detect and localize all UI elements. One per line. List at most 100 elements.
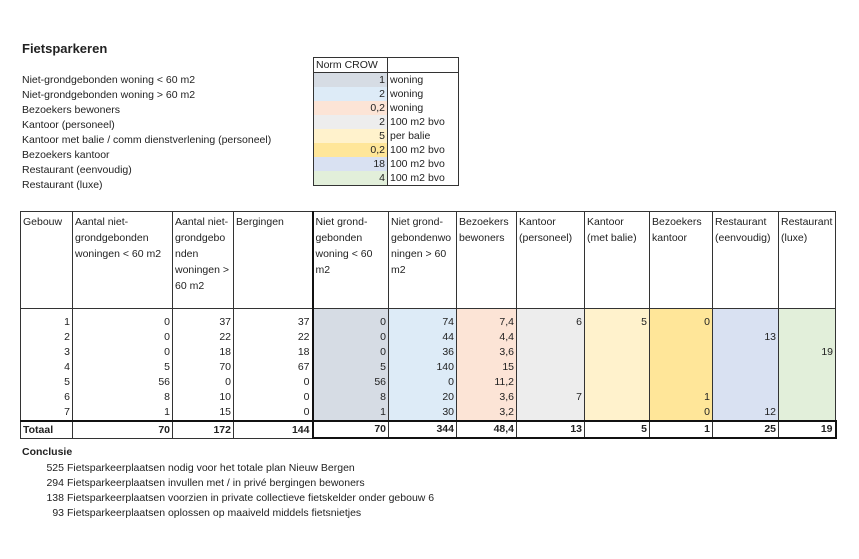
conclusion-value: 138 <box>46 492 64 504</box>
table-cell: 11,2 <box>456 375 517 390</box>
norm-value: 5 <box>313 129 388 143</box>
column-header: Bergingen <box>233 211 313 309</box>
norm-label: Kantoor (personeel) <box>22 119 115 131</box>
table-cell <box>649 375 713 390</box>
table-cell: 7 <box>516 390 585 405</box>
table-cell: 0 <box>72 330 173 345</box>
norm-value: 2 <box>313 115 388 129</box>
table-cell: 5 <box>20 375 73 390</box>
table-cell: 0 <box>72 308 173 330</box>
table-cell: 7 <box>20 405 73 421</box>
conclusion-text: Fietsparkeerplaatsen invullen met / in p… <box>67 477 365 489</box>
conclusion-value: 93 <box>52 507 64 519</box>
table-cell: 67 <box>233 360 313 375</box>
norm-row: 0,2 woning <box>313 101 459 115</box>
norm-row: 5 per balie <box>313 129 459 143</box>
table-cell: 0 <box>649 405 713 421</box>
conclusion-text: Fietsparkeerplaatsen voorzien in private… <box>67 492 435 504</box>
table-cell: 1 <box>311 405 389 421</box>
norm-header: Norm CROW <box>313 57 388 73</box>
norm-value: 1 <box>313 72 388 87</box>
table-cell: 0 <box>649 308 713 330</box>
total-cell: 48,4 <box>456 420 517 439</box>
table-cell <box>516 360 585 375</box>
norm-row: 18 100 m2 bvo <box>313 157 459 171</box>
table-cell <box>778 375 836 390</box>
table-cell: 70 <box>172 360 234 375</box>
table-cell: 20 <box>388 390 457 405</box>
norm-row: 1 woning <box>313 72 459 87</box>
table-cell <box>712 390 779 405</box>
total-cell: 172 <box>172 420 234 439</box>
table-cell: 3,2 <box>456 405 517 421</box>
total-row: Totaal 70 172 144 70 344 48,4 13 5 1 25 19 <box>20 420 837 439</box>
table-cell <box>584 405 650 421</box>
total-cell: 144 <box>233 420 313 439</box>
total-cell: 13 <box>516 420 585 439</box>
conclusion-text: Fietsparkeerplaatsen nodig voor het tota… <box>67 462 355 474</box>
table-cell: 13 <box>712 330 779 345</box>
table-cell <box>712 375 779 390</box>
table-cell: 1 <box>20 308 73 330</box>
table-cell: 0 <box>233 405 313 421</box>
table-cell: 6 <box>20 390 73 405</box>
table-cell: 4,4 <box>456 330 517 345</box>
norm-row: 4 100 m2 bvo <box>313 171 459 186</box>
norm-value: 18 <box>313 157 388 171</box>
total-cell: Totaal <box>20 420 73 439</box>
table-cell: 10 <box>172 390 234 405</box>
table-row: 1 0 37 37 0 74 7,4 6 5 0 <box>20 308 836 330</box>
table-row: 6 8 10 0 8 20 3,6 7 1 <box>20 390 836 405</box>
norm-label: Restaurant (luxe) <box>22 179 103 191</box>
table-cell <box>649 360 713 375</box>
page-title: Fietsparkeren <box>22 41 108 56</box>
conclusion-value: 525 <box>46 462 64 474</box>
table-cell: 18 <box>172 345 234 360</box>
table-cell: 15 <box>172 405 234 421</box>
table-cell: 0 <box>311 345 389 360</box>
total-cell: 5 <box>584 420 650 439</box>
table-row: 3 0 18 18 0 36 3,6 19 <box>20 345 836 360</box>
table-cell: 0 <box>311 330 389 345</box>
column-header: Aantal niet-grondgebonden woningen < 60 … <box>72 211 173 309</box>
table-cell: 3,6 <box>456 345 517 360</box>
table-cell: 19 <box>778 345 836 360</box>
table-cell <box>712 360 779 375</box>
table-cell <box>516 345 585 360</box>
table-cell <box>778 360 836 375</box>
table-cell: 5 <box>72 360 173 375</box>
table-cell: 0 <box>388 375 457 390</box>
table-cell: 6 <box>516 308 585 330</box>
table-cell: 36 <box>388 345 457 360</box>
norm-row: 2 woning <box>313 87 459 101</box>
norm-crow-table: Norm CROW 1 woning 2 woning 0,2 woning 2 100 m2 … <box>313 57 459 186</box>
table-cell: 3 <box>20 345 73 360</box>
column-header: Restaurant (eenvoudig) <box>712 211 779 309</box>
table-cell: 0 <box>311 308 389 330</box>
column-header: Bezoekers bewoners <box>456 211 517 309</box>
total-cell: 25 <box>712 420 779 439</box>
table-cell: 5 <box>311 360 389 375</box>
table-cell: 5 <box>584 308 650 330</box>
total-cell: 19 <box>778 420 837 439</box>
norm-label: Bezoekers kantoor <box>22 149 110 161</box>
norm-unit: woning <box>387 87 459 101</box>
table-cell: 0 <box>72 345 173 360</box>
table-cell <box>649 345 713 360</box>
table-cell: 8 <box>311 390 389 405</box>
table-cell: 56 <box>311 375 389 390</box>
table-cell: 37 <box>233 308 313 330</box>
table-cell: 12 <box>712 405 779 421</box>
table-cell: 30 <box>388 405 457 421</box>
table-row: 2 0 22 22 0 44 4,4 13 <box>20 330 836 345</box>
column-header: Aantal niet-grondgebo nden woningen > 60… <box>172 211 234 309</box>
table-cell: 0 <box>233 375 313 390</box>
table-cell <box>516 375 585 390</box>
table-row: 4 5 70 67 5 140 15 <box>20 360 836 375</box>
header-row: Gebouw Aantal niet-grondgebonden woningen… <box>20 211 836 309</box>
norm-label: Niet-grondgebonden woning > 60 m2 <box>22 89 196 101</box>
norm-row: 2 100 m2 bvo <box>313 115 459 129</box>
table-cell: 15 <box>456 360 517 375</box>
table-cell <box>584 375 650 390</box>
norm-unit: 100 m2 bvo <box>387 171 459 186</box>
